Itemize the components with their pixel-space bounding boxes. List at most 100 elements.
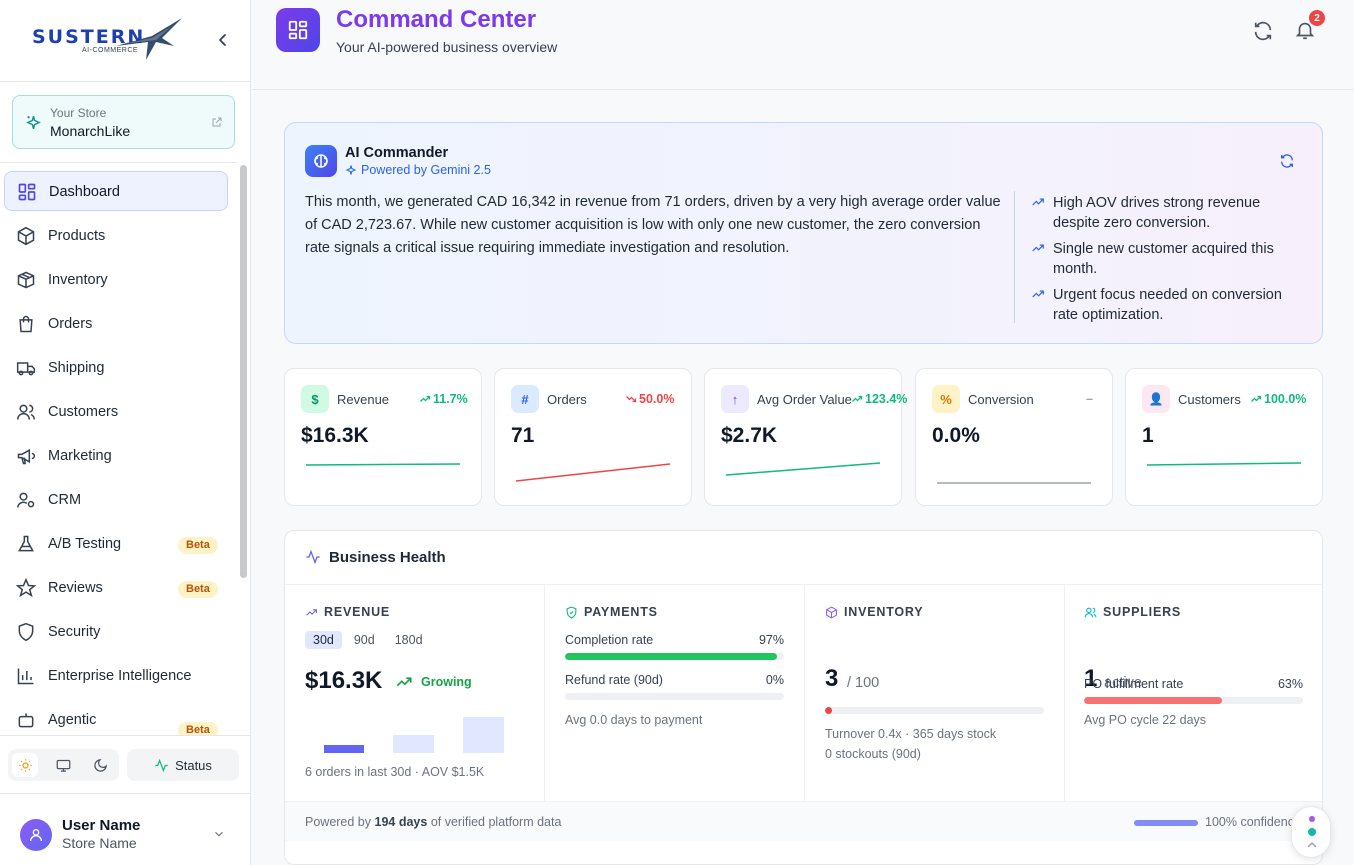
kpi-card-conversion[interactable]: % Conversion – 0.0% <box>915 368 1113 506</box>
range-tab-90d[interactable]: 90d <box>353 633 375 647</box>
user-menu[interactable]: User Name Store Name <box>0 793 251 865</box>
revenue-mini-bars <box>324 717 504 753</box>
health-payments-footer: Avg 0.0 days to payment <box>565 713 703 727</box>
kpi-card-aov[interactable]: ↑ Avg Order Value 123.4% $2.7K <box>704 368 907 506</box>
health-revenue-heading-label: REVENUE <box>324 605 391 619</box>
ai-insight-text: Single new customer acquired this month. <box>1053 241 1274 277</box>
sidebar-item-label: Marketing <box>48 448 112 464</box>
sidebar-item-label: Shipping <box>48 360 105 376</box>
status-button[interactable]: Status <box>127 749 239 781</box>
flask-icon <box>18 535 34 552</box>
layout-grid-icon <box>288 20 308 40</box>
trending-up-icon <box>1032 198 1044 206</box>
truck-icon <box>16 362 36 376</box>
notification-badge: 2 <box>1309 10 1325 26</box>
inventory-score-bar <box>825 707 1044 714</box>
activity-icon <box>306 549 320 565</box>
sidebar-item-ab-testing[interactable]: A/B Testing Beta <box>4 524 228 564</box>
completion-rate-label: Completion rate <box>565 633 654 647</box>
sparkline <box>305 463 461 466</box>
sidebar-item-reviews[interactable]: Reviews Beta <box>4 568 228 608</box>
ai-insight: Single new customer acquired this month. <box>1031 239 1291 279</box>
logo-row: SUSTERN AI-COMMERCE <box>0 0 251 82</box>
health-suppliers-column: SUPPLIERS 1 active PO fulfillment rate 6… <box>1064 585 1322 801</box>
kpi-change: 100.0% <box>1250 392 1306 406</box>
bell-icon[interactable] <box>1294 19 1316 41</box>
ai-divider <box>1014 191 1015 323</box>
sparkline <box>937 482 1091 484</box>
sidebar-item-shipping[interactable]: Shipping <box>4 348 228 388</box>
dark-theme-button[interactable] <box>87 753 113 777</box>
health-revenue-value: $16.3K <box>305 667 383 694</box>
sidebar-item-label: Enterprise Intelligence <box>48 668 192 684</box>
refresh-icon[interactable] <box>1252 20 1274 42</box>
brand-logo[interactable]: SUSTERN AI-COMMERCE <box>32 16 184 60</box>
arrow-up-icon: ↑ <box>721 385 749 413</box>
theme-toggle-group <box>8 749 119 781</box>
po-fulfillment-label: PO fulfillment rate <box>1084 677 1184 691</box>
completion-rate-row: Completion rate 97% <box>565 633 784 647</box>
po-fulfillment-bar <box>1084 697 1303 704</box>
ai-refresh-icon[interactable] <box>1279 153 1295 169</box>
sidebar-item-security[interactable]: Security <box>4 612 228 652</box>
floating-assistant-button[interactable] <box>1291 806 1331 858</box>
dollar-icon: $ <box>301 385 329 413</box>
completion-rate-fill <box>565 653 778 660</box>
kpi-change-value: 123.4% <box>865 392 908 406</box>
store-card[interactable]: Your Store MonarchLike <box>12 95 235 149</box>
boxes-icon <box>17 271 35 289</box>
sidebar-item-label: Security <box>48 624 101 640</box>
sidebar-item-products[interactable]: Products <box>4 216 228 256</box>
kpi-label: Avg Order Value <box>757 392 852 407</box>
external-link-icon[interactable] <box>211 116 223 128</box>
sidebar-item-marketing[interactable]: Marketing <box>4 436 228 476</box>
trending-down-icon <box>626 396 637 403</box>
revenue-bar <box>393 735 434 753</box>
ai-powered-by: Powered by Gemini 2.5 <box>345 163 491 177</box>
trending-up-icon <box>396 677 412 687</box>
sidebar-item-crm[interactable]: CRM <box>4 480 228 520</box>
health-revenue-footer: 6 orders in last 30d · AOV $1.5K <box>305 765 485 779</box>
active-suppliers-count: 1 <box>1084 665 1098 692</box>
sidebar-item-dashboard[interactable]: Dashboard <box>4 171 228 211</box>
kpi-card-orders[interactable]: # Orders 50.0% 71 <box>494 368 692 506</box>
brain-icon <box>305 145 337 177</box>
inventory-score: 3 <box>825 665 839 692</box>
trending-up-icon <box>306 608 317 616</box>
ai-insight: High AOV drives strong revenue despite z… <box>1031 193 1291 233</box>
data-provenance-prefix: Powered by <box>305 815 372 829</box>
collapse-sidebar-button[interactable] <box>213 30 233 50</box>
sidebar-item-orders[interactable]: Orders <box>4 304 228 344</box>
light-theme-button[interactable] <box>12 753 38 777</box>
po-fulfillment-value: 63% <box>1277 677 1303 691</box>
kpi-label: Orders <box>547 392 587 407</box>
range-tab-30d[interactable]: 30d <box>305 631 342 649</box>
health-inventory-column: INVENTORY 3 / 100 Turnover 0.4x · 365 da… <box>805 585 1065 801</box>
sidebar-scrollbar[interactable] <box>240 165 247 578</box>
kpi-change-value: 11.7% <box>433 392 468 406</box>
sidebar-item-label: Reviews <box>48 580 103 596</box>
sidebar-item-enterprise-intelligence[interactable]: Enterprise Intelligence <box>4 656 228 696</box>
business-health-card: Business Health REVENUE 30d 90d 180d $16… <box>284 530 1323 865</box>
kpi-card-customers[interactable]: 👤 Customers 100.0% 1 <box>1125 368 1323 506</box>
moon-icon <box>93 758 107 772</box>
kpi-card-revenue[interactable]: $ Revenue 11.7% $16.3K <box>284 368 482 506</box>
bar-chart-icon <box>17 668 34 685</box>
confidence-bar <box>1134 820 1198 826</box>
system-theme-button[interactable] <box>50 753 76 777</box>
kpi-label: Customers <box>1178 392 1241 407</box>
page-header: Command Center Your AI-powered business … <box>252 0 1354 90</box>
sidebar-nav: Dashboard Products Inventory Orders Ship… <box>0 162 236 735</box>
sidebar-item-agentic[interactable]: Agentic Beta <box>4 700 228 735</box>
assistant-dots-icon <box>1307 816 1317 848</box>
completion-rate-bar <box>565 653 784 660</box>
ai-commander-card: AI Commander Powered by Gemini 2.5 This … <box>284 122 1323 344</box>
sparkle-icon <box>345 165 357 175</box>
sidebar-item-customers[interactable]: Customers <box>4 392 228 432</box>
health-revenue-trend-label: Growing <box>421 675 472 689</box>
health-revenue-heading: REVENUE <box>305 605 390 619</box>
sidebar-item-label: Customers <box>48 404 119 420</box>
sidebar-item-inventory[interactable]: Inventory <box>4 260 228 300</box>
range-tab-180d[interactable]: 180d <box>394 633 423 647</box>
users-icon <box>16 404 36 420</box>
